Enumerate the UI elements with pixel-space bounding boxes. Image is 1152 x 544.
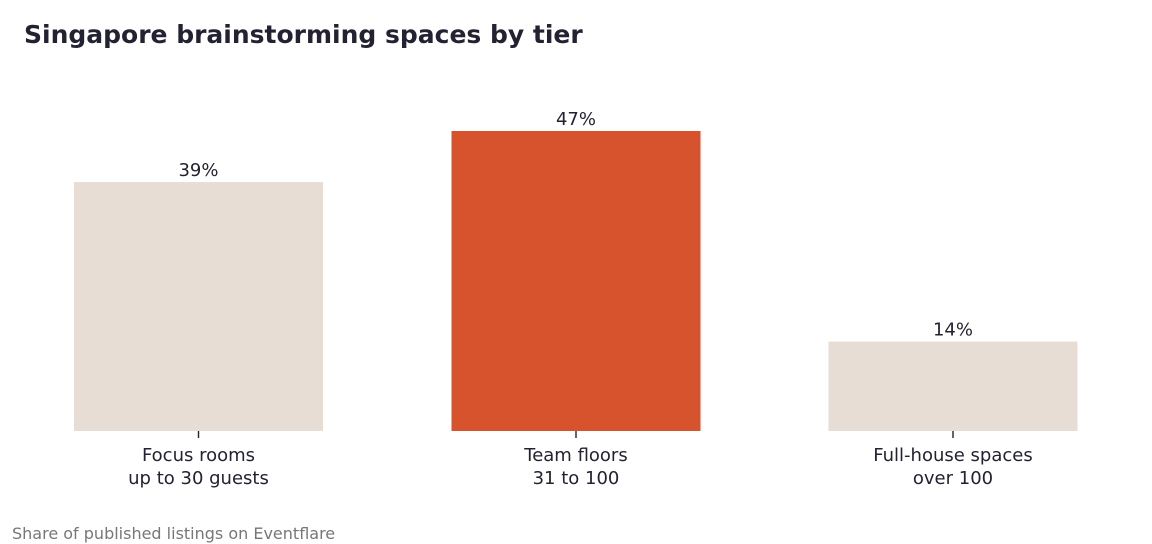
- bars-layer: [74, 131, 1078, 431]
- bar-2: [451, 131, 701, 431]
- chart-title: Singapore brainstorming spaces by tier: [24, 20, 583, 49]
- value-label-2: 47%: [556, 109, 596, 130]
- value-label-3: 14%: [933, 320, 973, 341]
- x-tick-label-2: Team floors 31 to 100: [523, 445, 627, 489]
- x-tick-label-3: Full-house spaces over 100: [873, 445, 1032, 489]
- bar-1: [74, 182, 323, 431]
- value-labels-layer: 39% 47% 14%: [178, 109, 973, 341]
- x-tick-label-1: Focus rooms up to 30 guests: [128, 445, 269, 489]
- x-axis: Focus rooms up to 30 guests Team floors 31 …: [128, 431, 1033, 489]
- footnote: Share of published listings on Eventflar…: [12, 524, 336, 543]
- bar-3: [828, 341, 1078, 431]
- value-label-1: 39%: [178, 160, 218, 181]
